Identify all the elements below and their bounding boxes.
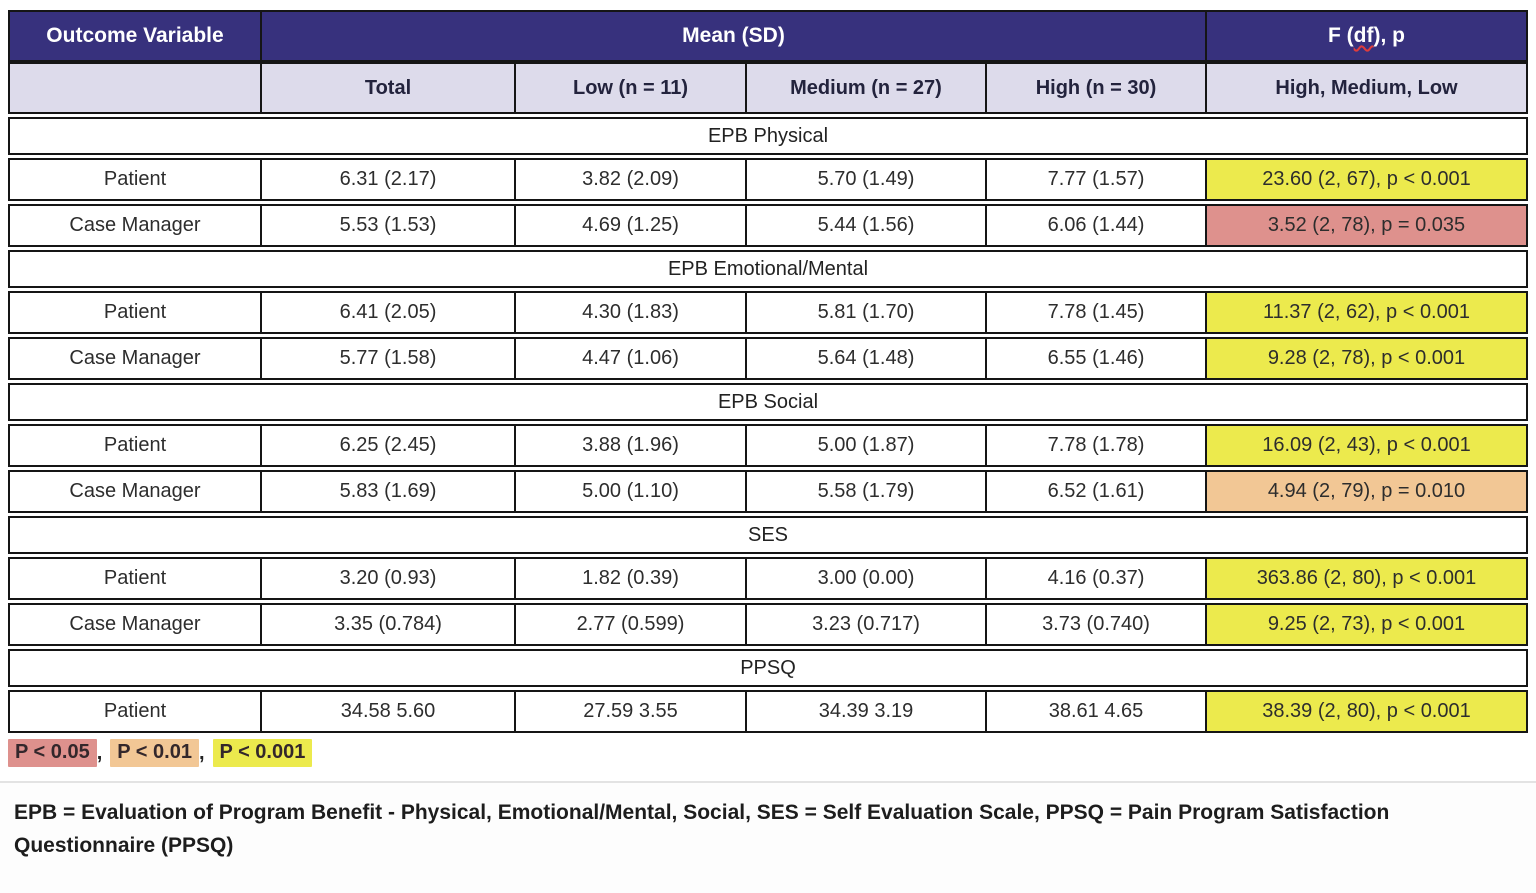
row-label-cell: Patient <box>10 293 262 332</box>
mean-medium-cell: 34.39 3.19 <box>747 692 987 731</box>
table-header-row-1: Outcome Variable Mean (SD) F (df), p <box>8 10 1528 62</box>
f-label-post: ), p <box>1373 24 1405 47</box>
mean-high-cell: 6.06 (1.44) <box>987 206 1207 245</box>
f-stat-cell: 3.52 (2, 78), p = 0.035 <box>1207 206 1526 245</box>
significance-legend: P < 0.05, P < 0.01, P < 0.001 <box>8 739 1536 767</box>
mean-total-cell: 5.77 (1.58) <box>262 339 516 378</box>
mean-total-cell: 6.25 (2.45) <box>262 426 516 465</box>
page: Outcome Variable Mean (SD) F (df), p Tot… <box>0 10 1536 893</box>
mean-low-cell: 3.82 (2.09) <box>516 160 747 199</box>
legend-separator: , <box>96 741 103 764</box>
mean-medium-cell: 5.70 (1.49) <box>747 160 987 199</box>
mean-medium-cell: 5.58 (1.79) <box>747 472 987 511</box>
mean-total-cell: 34.58 5.60 <box>262 692 516 731</box>
total-header-cell: Total <box>262 64 516 112</box>
mean-low-cell: 1.82 (0.39) <box>516 559 747 598</box>
mean-high-cell: 7.78 (1.45) <box>987 293 1207 332</box>
table-row: Patient 6.31 (2.17) 3.82 (2.09) 5.70 (1.49)… <box>8 158 1528 201</box>
mean-high-cell: 6.52 (1.61) <box>987 472 1207 511</box>
row-label-cell: Case Manager <box>10 472 262 511</box>
mean-total-cell: 5.83 (1.69) <box>262 472 516 511</box>
mean-low-cell: 4.30 (1.83) <box>516 293 747 332</box>
mean-high-cell: 38.61 4.65 <box>987 692 1207 731</box>
mean-high-cell: 7.78 (1.78) <box>987 426 1207 465</box>
abbreviations-footnote: EPB = Evaluation of Program Benefit - Ph… <box>14 801 1390 857</box>
high-header-cell: High (n = 30) <box>987 64 1207 112</box>
mean-total-cell: 5.53 (1.53) <box>262 206 516 245</box>
f-stat-cell: 4.94 (2, 79), p = 0.010 <box>1207 472 1526 511</box>
section-title-row: EPB Physical <box>8 117 1528 155</box>
f-label-df-misspelling: df <box>1353 24 1374 47</box>
f-label-pre: F ( <box>1328 24 1354 47</box>
legend-separator: , <box>198 741 205 764</box>
mean-medium-cell: 3.23 (0.717) <box>747 605 987 644</box>
mean-low-cell: 4.69 (1.25) <box>516 206 747 245</box>
mean-low-cell: 2.77 (0.599) <box>516 605 747 644</box>
mean-medium-cell: 5.81 (1.70) <box>747 293 987 332</box>
f-stat-cell: 38.39 (2, 80), p < 0.001 <box>1207 692 1526 731</box>
row-label-cell: Patient <box>10 692 262 731</box>
legend-p-0-001: P < 0.001 <box>212 739 313 767</box>
f-stat-cell: 23.60 (2, 67), p < 0.001 <box>1207 160 1526 199</box>
mean-total-cell: 3.20 (0.93) <box>262 559 516 598</box>
mean-low-cell: 3.88 (1.96) <box>516 426 747 465</box>
medium-header-cell: Medium (n = 27) <box>747 64 987 112</box>
mean-medium-cell: 3.00 (0.00) <box>747 559 987 598</box>
table-row: Patient 34.58 5.60 27.59 3.55 34.39 3.19 38.… <box>8 690 1528 733</box>
row-label-cell: Patient <box>10 160 262 199</box>
mean-sd-header-cell: Mean (SD) <box>262 12 1207 60</box>
mean-total-cell: 6.31 (2.17) <box>262 160 516 199</box>
mean-high-cell: 4.16 (0.37) <box>987 559 1207 598</box>
table-row: Case Manager 5.77 (1.58) 4.47 (1.06) 5.64 (… <box>8 337 1528 380</box>
mean-high-cell: 6.55 (1.46) <box>987 339 1207 378</box>
table-row: Patient 3.20 (0.93) 1.82 (0.39) 3.00 (0.00)… <box>8 557 1528 600</box>
low-header-cell: Low (n = 11) <box>516 64 747 112</box>
section-title-row: EPB Emotional/Mental <box>8 250 1528 288</box>
mean-medium-cell: 5.64 (1.48) <box>747 339 987 378</box>
f-stat-cell: 9.25 (2, 73), p < 0.001 <box>1207 605 1526 644</box>
f-groups-header-cell: High, Medium, Low <box>1275 76 1458 99</box>
table-row: Case Manager 3.35 (0.784) 2.77 (0.599) 3.23… <box>8 603 1528 646</box>
table-row: Case Manager 5.83 (1.69) 5.00 (1.10) 5.58 (… <box>8 470 1528 513</box>
table-row: Case Manager 5.53 (1.53) 4.69 (1.25) 5.44 (… <box>8 204 1528 247</box>
mean-low-cell: 5.00 (1.10) <box>516 472 747 511</box>
mean-medium-cell: 5.00 (1.87) <box>747 426 987 465</box>
table-header-row-2: Total Low (n = 11) Medium (n = 27) High … <box>8 62 1528 114</box>
row-label-cell: Case Manager <box>10 339 262 378</box>
mean-total-cell: 3.35 (0.784) <box>262 605 516 644</box>
table-sections: EPB Physical Patient 6.31 (2.17) 3.82 (2.09… <box>8 117 1528 733</box>
mean-medium-cell: 5.44 (1.56) <box>747 206 987 245</box>
mean-low-cell: 27.59 3.55 <box>516 692 747 731</box>
f-df-p-header-cell: F (df), p <box>1207 12 1526 60</box>
section-title-row: PPSQ <box>8 649 1528 687</box>
f-stat-cell: 9.28 (2, 78), p < 0.001 <box>1207 339 1526 378</box>
row-label-cell: Patient <box>10 426 262 465</box>
legend-p-0-05: P < 0.05 <box>8 739 97 767</box>
f-stat-cell: 363.86 (2, 80), p < 0.001 <box>1207 559 1526 598</box>
f-stat-cell: 11.37 (2, 62), p < 0.001 <box>1207 293 1526 332</box>
table-row: Patient 6.25 (2.45) 3.88 (1.96) 5.00 (1.87)… <box>8 424 1528 467</box>
empty-header-cell <box>10 64 262 112</box>
row-label-cell: Patient <box>10 559 262 598</box>
mean-high-cell: 7.77 (1.57) <box>987 160 1207 199</box>
mean-high-cell: 3.73 (0.740) <box>987 605 1207 644</box>
row-label-cell: Case Manager <box>10 605 262 644</box>
outcome-variable-header-cell: Outcome Variable <box>10 12 262 60</box>
legend-p-0-01: P < 0.01 <box>110 739 199 767</box>
row-label-cell: Case Manager <box>10 206 262 245</box>
footnote-area: EPB = Evaluation of Program Benefit - Ph… <box>0 781 1536 893</box>
section-title-row: EPB Social <box>8 383 1528 421</box>
results-table: Outcome Variable Mean (SD) F (df), p Tot… <box>8 10 1528 733</box>
f-stat-cell: 16.09 (2, 43), p < 0.001 <box>1207 426 1526 465</box>
mean-total-cell: 6.41 (2.05) <box>262 293 516 332</box>
mean-low-cell: 4.47 (1.06) <box>516 339 747 378</box>
section-title-row: SES <box>8 516 1528 554</box>
table-row: Patient 6.41 (2.05) 4.30 (1.83) 5.81 (1.70)… <box>8 291 1528 334</box>
